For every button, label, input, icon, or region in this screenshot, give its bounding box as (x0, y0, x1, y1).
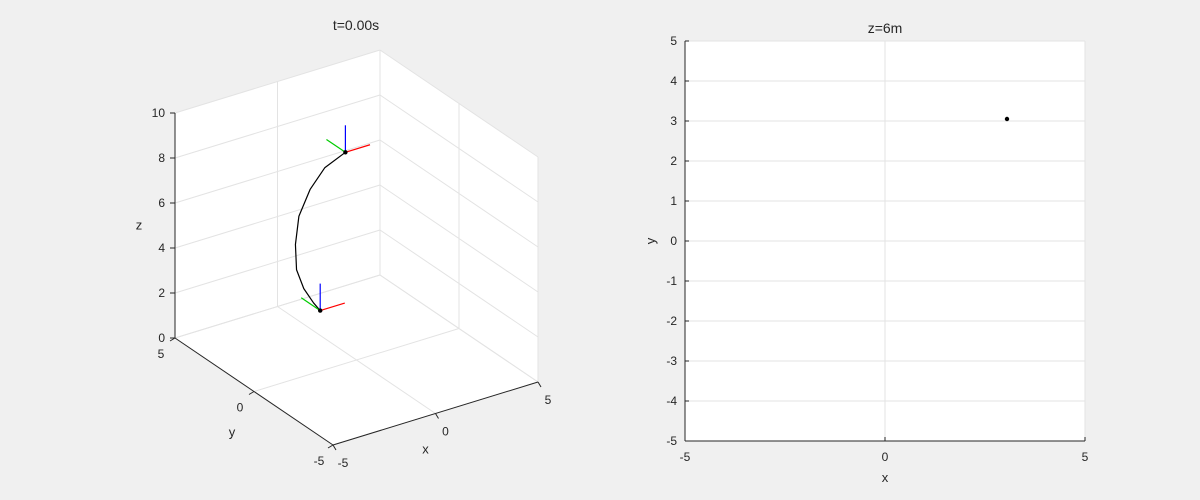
grid-line (379, 229, 539, 338)
y-axis-2d-label: y (643, 237, 658, 244)
x-tick-label-2d: 5 (1082, 450, 1089, 464)
z-tick-label-3d: 6 (158, 196, 165, 210)
y-axis-3d-label: y (229, 425, 236, 440)
x-tick-label-2d: 0 (882, 450, 889, 464)
chart-2d-title: z=6m (868, 20, 903, 36)
z-tick-label-3d: 2 (158, 286, 165, 300)
z-tick-label-3d: 8 (158, 151, 165, 165)
x-tick-3d (435, 413, 439, 419)
y-tick-label-2d: 3 (670, 114, 677, 128)
y-tick-label-2d: -5 (666, 434, 677, 448)
y-tick-label-2d: 0 (670, 234, 677, 248)
y-tick-label-2d: -2 (666, 314, 677, 328)
x-tick-label-3d: 5 (545, 393, 552, 407)
trajectory-point-start (318, 308, 323, 313)
chart-3d-axes: -5 0 5 -5 0 5 0 2 4 6 8 10 t=0.00s x y z (136, 17, 552, 470)
grid-line (174, 94, 381, 159)
y-tick-3d (327, 444, 334, 449)
grid-line (379, 94, 539, 203)
frame-x-axis-end (345, 144, 371, 153)
grid-line (379, 139, 539, 248)
z-axis-3d-label: z (136, 218, 143, 233)
y-tick-3d (248, 391, 255, 395)
x-tick-3d (537, 381, 542, 388)
trajectory-point-end (343, 150, 348, 155)
y-tick-label-3d: 0 (237, 401, 244, 415)
frame-y-axis-start (300, 297, 321, 312)
y-tick-label-2d: 2 (670, 154, 677, 168)
grid-line (253, 328, 460, 392)
ticks-2d: -5 0 5 -5 -4 -3 -2 -1 0 1 2 3 4 5 (666, 34, 1088, 464)
z-tick-label-3d: 4 (158, 241, 165, 255)
trajectory-3d (294, 125, 371, 313)
y-tick-label-2d: 1 (670, 194, 677, 208)
y-tick-label-2d: -4 (666, 394, 677, 408)
trajectory-line (294, 151, 346, 311)
chart-3d-title: t=0.00s (333, 17, 379, 33)
y-tick-label-2d: -3 (666, 354, 677, 368)
z-tick-label-3d: 0 (158, 331, 165, 345)
y-tick-label-2d: 5 (670, 34, 677, 48)
x-tick-label-3d: -5 (338, 456, 349, 470)
grid-line (174, 229, 381, 294)
x-tick-label-2d: -5 (680, 450, 691, 464)
y-tick-label-3d: -5 (314, 454, 325, 468)
data-point (1004, 116, 1010, 122)
y-tick-label-2d: -1 (666, 274, 677, 288)
grid-line (174, 49, 381, 114)
frame-y-axis-end (326, 138, 346, 153)
y-tick-label-2d: 4 (670, 74, 677, 88)
grid-line (379, 49, 539, 158)
grid-line (174, 274, 381, 339)
x-tick-label-3d: 0 (442, 425, 449, 439)
chart-2d-axes: -5 0 5 -5 -4 -3 -2 -1 0 1 2 3 4 5 z=6m x y (643, 20, 1089, 485)
z-tick-label-3d: 10 (152, 106, 166, 120)
ticks-3d: -5 0 5 -5 0 5 0 2 4 6 8 10 (152, 106, 552, 470)
grid-line (174, 184, 381, 249)
y-tick-label-3d: 5 (158, 347, 165, 361)
grid-line (379, 274, 539, 383)
grid-3d (174, 49, 539, 446)
x-tick-3d (332, 444, 337, 451)
grid-line (379, 184, 539, 293)
frame-x-axis-start (320, 302, 345, 312)
points-2d (1004, 116, 1010, 122)
x-axis-3d-label: x (422, 442, 429, 457)
x-axis-2d-label: x (882, 470, 889, 485)
